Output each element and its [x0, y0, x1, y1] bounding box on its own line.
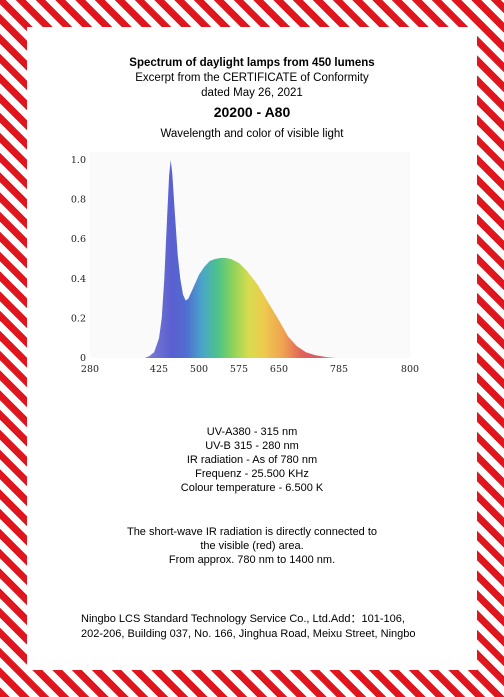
x-tick-label: 500 — [190, 364, 208, 375]
spec-ir: IR radiation - As of 780 nm — [186, 454, 318, 466]
address-line-1: Ningbo LCS Standard Technology Service C… — [81, 613, 405, 625]
y-tick-label: 0.2 — [71, 313, 86, 324]
spectrum-chart: 280 425 500 575 650 785 800 0 0.2 0.4 0.6 0.8 1.0 — [71, 152, 419, 375]
certificate-excerpt: Excerpt from the CERTIFICATE of Conformi… — [135, 72, 369, 84]
spec-frequency: Frequenz - 25.500 KHz — [195, 468, 309, 480]
note-line: From approx. 780 nm to 1400 nm. — [168, 554, 336, 566]
document-title: Spectrum of daylight lamps from 450 lume… — [129, 57, 375, 69]
x-tick-label: 785 — [330, 364, 348, 375]
spec-uva: UV-A380 - 315 nm — [206, 426, 298, 438]
model-number: 20200 - A80 — [213, 104, 291, 120]
spec-uvb: UV-B 315 - 280 nm — [205, 440, 299, 452]
specifications-block: UV-A380 - 315 nm UV-B 315 - 280 nm IR ra… — [0, 425, 504, 495]
y-tick-label: 0.6 — [71, 234, 86, 245]
spec-colour-temperature: Colour temperature - 6.500 K — [180, 482, 324, 494]
y-tick-label: 0.4 — [71, 274, 86, 285]
x-tick-label: 425 — [150, 364, 168, 375]
y-tick-label: 0 — [80, 353, 86, 364]
x-tick-label: 650 — [270, 364, 288, 375]
note-line: the visible (red) area. — [200, 540, 304, 552]
ir-note: The short-wave IR radiation is directly … — [0, 525, 504, 567]
address-line-2: 202-206, Building 037, No. 166, Jinghua … — [81, 628, 416, 640]
note-line: The short-wave IR radiation is directly … — [126, 526, 378, 538]
y-tick-label: 1.0 — [71, 155, 86, 166]
x-tick-label: 280 — [81, 364, 99, 375]
certificate-date: dated May 26, 2021 — [201, 87, 303, 99]
chart-heading: Wavelength and color of visible light — [160, 128, 344, 140]
company-address: Ningbo LCS Standard Technology Service C… — [81, 612, 416, 642]
y-tick-label: 0.8 — [71, 195, 86, 206]
x-tick-label: 575 — [230, 364, 248, 375]
spectrum-area — [144, 160, 337, 358]
x-tick-label: 800 — [401, 364, 419, 375]
